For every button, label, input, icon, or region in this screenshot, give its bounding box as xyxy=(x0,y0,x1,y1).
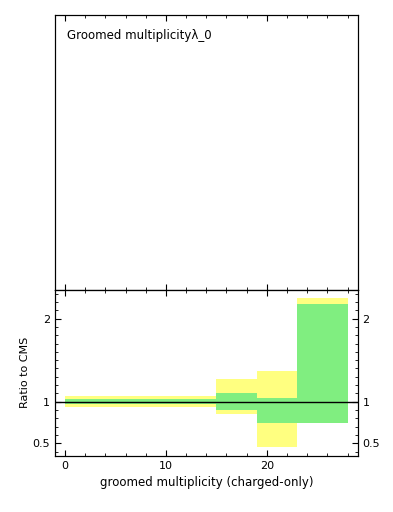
Bar xyxy=(257,371,297,447)
Y-axis label: Ratio to CMS: Ratio to CMS xyxy=(20,337,30,408)
Bar xyxy=(65,396,217,408)
Bar xyxy=(217,393,257,410)
X-axis label: groomed multiplicity (charged-only): groomed multiplicity (charged-only) xyxy=(99,476,313,489)
Bar xyxy=(65,399,217,404)
Bar xyxy=(297,304,347,423)
Text: Groomed multiplicityλ_0: Groomed multiplicityλ_0 xyxy=(67,29,212,42)
Bar xyxy=(257,397,297,423)
Bar xyxy=(297,298,347,318)
Bar xyxy=(217,379,257,414)
